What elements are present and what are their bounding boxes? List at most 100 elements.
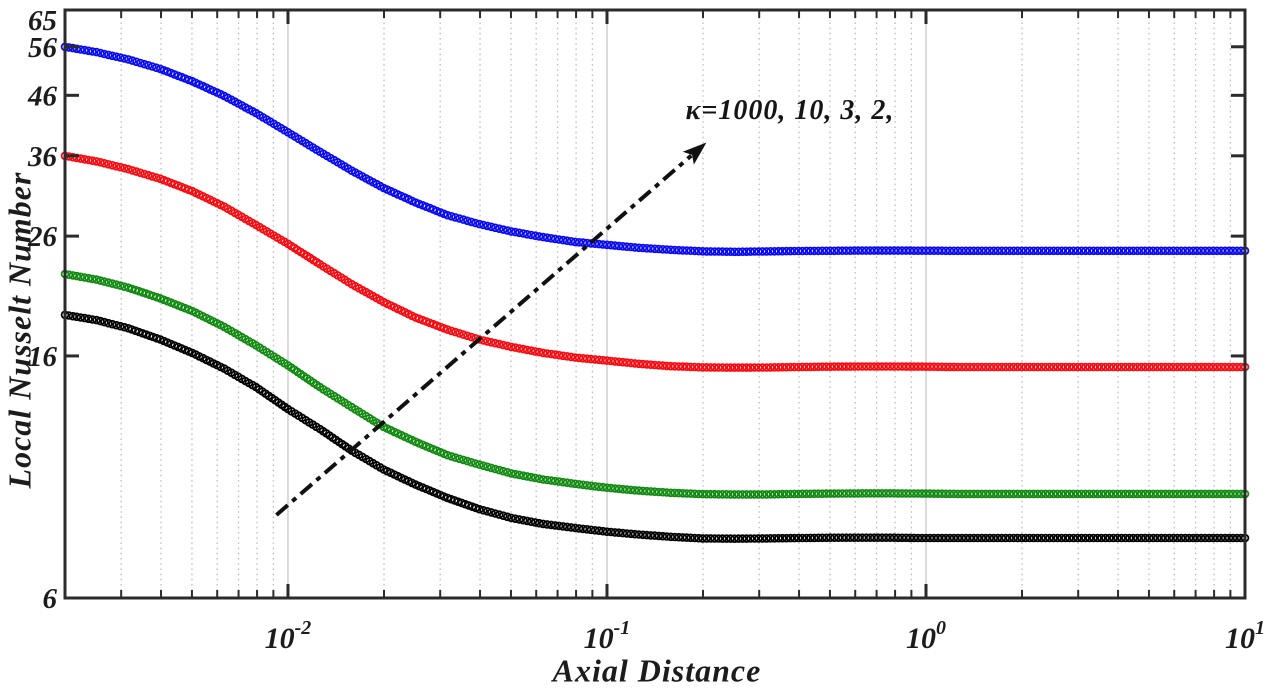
annotation-arrow-line <box>275 154 693 517</box>
data-marker <box>766 247 775 256</box>
data-marker <box>542 233 552 243</box>
data-marker <box>909 362 919 371</box>
data-marker <box>1105 246 1114 256</box>
data-marker <box>718 489 727 499</box>
data-marker <box>937 489 947 499</box>
data-marker <box>658 361 668 370</box>
data-marker <box>813 362 823 372</box>
data-marker <box>758 490 767 499</box>
data-marker <box>857 362 867 371</box>
data-marker <box>917 362 927 371</box>
data-marker <box>849 362 859 371</box>
data-marker <box>630 485 640 495</box>
data-marker <box>686 489 695 498</box>
data-marker <box>1192 533 1202 543</box>
data-marker <box>1033 362 1042 372</box>
data-marker <box>969 533 979 543</box>
data-marker <box>1224 489 1234 499</box>
data-marker <box>857 246 867 255</box>
data-marker <box>1145 489 1154 499</box>
data-marker <box>662 488 672 497</box>
data-marker <box>933 533 943 543</box>
data-marker <box>766 489 775 499</box>
data-marker <box>1113 533 1122 543</box>
data-marker <box>682 533 691 542</box>
data-marker <box>483 506 492 516</box>
data-marker <box>762 247 771 256</box>
data-marker <box>1061 246 1070 256</box>
data-marker <box>953 362 963 372</box>
data-marker <box>678 488 688 498</box>
data-marker <box>722 534 731 543</box>
data-marker <box>490 338 500 348</box>
data-marker <box>1105 362 1114 372</box>
data-marker <box>1073 246 1082 256</box>
data-marker <box>1192 246 1202 256</box>
data-marker <box>690 489 699 499</box>
data-marker <box>714 534 723 543</box>
data-marker <box>1117 246 1126 256</box>
data-marker <box>586 354 596 364</box>
data-marker <box>949 533 959 543</box>
data-marker <box>969 489 979 499</box>
data-marker <box>498 466 508 476</box>
data-marker <box>1125 533 1134 543</box>
data-marker <box>486 508 496 517</box>
data-marker <box>459 330 468 339</box>
data-marker <box>1037 533 1046 543</box>
data-marker <box>1021 533 1030 543</box>
data-marker <box>897 362 907 371</box>
data-marker <box>638 243 648 253</box>
data-marker <box>877 488 887 498</box>
data-marker <box>754 490 763 499</box>
data-marker <box>1184 246 1194 256</box>
data-marker <box>522 516 532 526</box>
data-marker <box>1053 533 1062 543</box>
data-marker <box>1184 533 1194 543</box>
data-marker <box>443 210 452 220</box>
data-marker <box>722 489 731 499</box>
data-marker <box>1200 489 1210 499</box>
data-marker <box>530 347 540 356</box>
data-marker <box>726 363 735 372</box>
data-marker <box>989 246 999 256</box>
data-marker <box>742 247 751 257</box>
data-marker <box>498 225 508 234</box>
data-marker <box>774 246 783 256</box>
data-marker <box>813 489 823 499</box>
data-marker <box>905 362 915 371</box>
data-marker <box>889 488 899 498</box>
data-marker <box>447 326 456 336</box>
data-marker <box>566 523 576 532</box>
data-marker <box>742 534 751 543</box>
data-marker <box>1021 246 1030 256</box>
data-marker <box>825 362 835 372</box>
data-marker <box>929 533 939 543</box>
data-marker <box>1224 533 1234 543</box>
data-marker <box>845 533 855 542</box>
data-marker <box>961 489 971 499</box>
data-marker <box>985 246 995 256</box>
data-marker <box>881 488 891 498</box>
data-marker <box>694 533 703 543</box>
data-marker <box>809 246 819 256</box>
data-marker <box>1133 362 1142 372</box>
data-marker <box>1097 533 1106 543</box>
data-marker <box>917 533 927 543</box>
data-marker <box>646 360 656 370</box>
data-marker <box>1196 362 1206 372</box>
data-marker <box>1228 489 1238 499</box>
data-marker <box>821 489 831 498</box>
data-marker <box>1216 489 1226 499</box>
y-tick-label: 65 <box>28 5 57 37</box>
data-marker <box>674 245 684 255</box>
data-marker <box>554 350 564 360</box>
data-marker <box>1073 533 1082 543</box>
data-marker <box>554 521 564 531</box>
data-marker <box>534 232 544 241</box>
y-tick-label: 36 <box>27 141 58 173</box>
data-marker <box>758 247 767 256</box>
data-marker <box>100 317 109 327</box>
data-marker <box>1168 533 1178 543</box>
data-marker <box>72 312 82 322</box>
